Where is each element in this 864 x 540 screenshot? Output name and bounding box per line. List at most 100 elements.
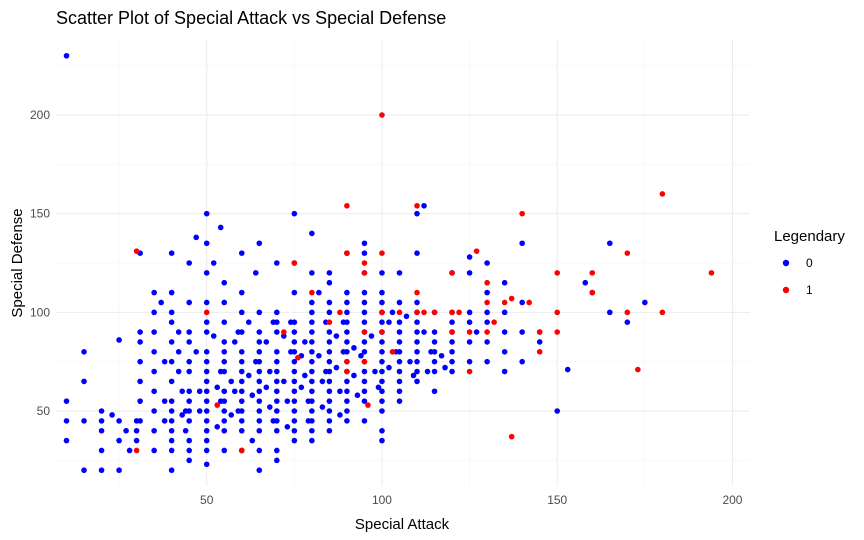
data-point-0 [221, 398, 228, 404]
data-point-0 [238, 329, 245, 335]
data-point-0 [298, 384, 305, 391]
data-point-0 [379, 319, 385, 326]
data-point-0 [291, 398, 298, 404]
data-point-0 [379, 299, 385, 306]
data-point-0 [151, 289, 157, 296]
data-point-0 [221, 358, 228, 365]
data-point-1 [431, 309, 438, 316]
data-point-0 [344, 309, 350, 316]
data-point-0 [186, 418, 192, 424]
data-point-0 [642, 299, 648, 306]
data-point-0 [358, 352, 364, 359]
data-point-0 [168, 319, 175, 326]
data-point-0 [231, 388, 238, 395]
data-point-0 [274, 447, 280, 454]
data-point-0 [291, 378, 298, 385]
data-point-0 [291, 349, 298, 355]
data-point-0 [203, 447, 210, 454]
data-point-0 [151, 447, 157, 454]
data-point-0 [466, 270, 473, 276]
x-tick-label: 50 [200, 493, 214, 507]
data-point-0 [333, 333, 340, 339]
data-point-0 [501, 309, 508, 316]
data-point-0 [98, 408, 105, 414]
data-point-1 [379, 112, 385, 118]
data-point-0 [414, 339, 420, 345]
data-point-0 [309, 299, 315, 306]
data-point-0 [98, 447, 105, 454]
data-point-0 [344, 349, 350, 355]
data-point-0 [168, 309, 175, 316]
y-axis-ticks: 50 100 150 200 [30, 108, 50, 418]
data-point-0 [186, 358, 192, 365]
data-point-1 [214, 402, 221, 408]
data-point-0 [466, 358, 473, 365]
data-point-0 [309, 378, 315, 385]
data-point-0 [466, 319, 473, 326]
data-point-0 [379, 270, 385, 276]
data-point-0 [379, 408, 385, 414]
data-point-0 [256, 349, 263, 355]
data-point-0 [396, 299, 403, 306]
data-point-0 [203, 329, 210, 335]
data-point-0 [484, 358, 490, 365]
data-point-0 [501, 329, 508, 335]
data-point-0 [449, 319, 455, 326]
data-point-0 [396, 388, 403, 395]
data-point-0 [564, 366, 571, 373]
data-point-0 [186, 260, 192, 266]
data-point-0 [484, 319, 490, 326]
data-point-0 [203, 427, 210, 434]
data-point-1 [414, 309, 420, 316]
data-point-0 [274, 398, 280, 404]
data-point-0 [519, 299, 525, 306]
data-point-0 [281, 333, 287, 339]
data-point-0 [326, 368, 333, 375]
data-point-0 [252, 270, 259, 276]
data-point-0 [519, 240, 525, 247]
data-point-1 [508, 433, 515, 440]
data-point-0 [386, 364, 392, 371]
data-point-0 [168, 418, 175, 424]
data-point-0 [274, 427, 280, 434]
data-point-0 [421, 329, 427, 335]
data-point-0 [361, 368, 368, 375]
data-point-0 [302, 372, 308, 379]
data-point-0 [116, 437, 122, 444]
data-point-0 [379, 358, 385, 365]
data-point-0 [326, 349, 333, 355]
data-point-0 [81, 349, 87, 355]
data-point-1 [281, 329, 287, 335]
data-point-0 [344, 418, 350, 424]
data-point-0 [368, 333, 375, 339]
data-point-0 [449, 358, 455, 365]
data-point-0 [326, 299, 333, 306]
data-point-0 [238, 427, 245, 434]
data-point-0 [228, 378, 235, 385]
data-point-0 [337, 388, 343, 395]
data-point-0 [442, 364, 448, 371]
data-point-0 [267, 404, 273, 410]
data-point-0 [161, 418, 168, 424]
data-point-0 [319, 404, 326, 410]
data-point-0 [414, 358, 420, 365]
x-tick-label: 100 [372, 493, 392, 507]
data-point-1 [414, 289, 420, 296]
data-point-0 [256, 388, 263, 395]
data-point-1 [133, 248, 140, 254]
data-point-1 [361, 270, 368, 276]
data-point-0 [386, 319, 392, 326]
data-point-1 [379, 250, 385, 256]
data-point-0 [116, 337, 122, 343]
data-point-0 [151, 388, 157, 395]
data-point-0 [203, 240, 210, 247]
data-point-0 [137, 339, 143, 345]
data-point-0 [256, 240, 263, 247]
legend-title: Legendary [774, 228, 845, 245]
data-point-0 [414, 319, 420, 326]
legend-label-0: 0 [806, 256, 813, 270]
legend-key-1 [782, 286, 790, 294]
data-point-0 [186, 339, 192, 345]
data-point-0 [133, 437, 140, 444]
